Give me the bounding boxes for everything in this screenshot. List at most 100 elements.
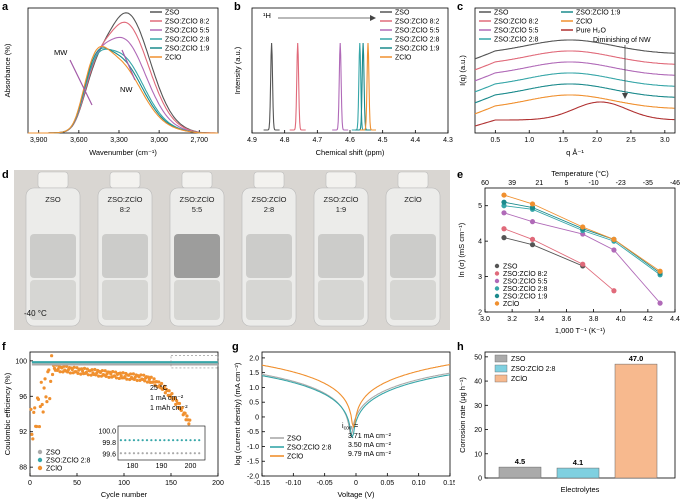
panel-label-a: a — [2, 1, 9, 13]
zclo-point — [107, 375, 111, 379]
y-axis-label: ln (σ) (mS cm⁻¹) — [457, 222, 466, 277]
zclo-point — [173, 396, 177, 400]
inset-point-b — [137, 439, 140, 442]
zclo-point — [66, 370, 70, 374]
zclo-point — [114, 376, 119, 380]
data-point-2-1 — [529, 219, 536, 225]
x-tick-label: 3,900 — [30, 137, 48, 144]
panel-f-chart: f 0 50 100 150 200 88 92 96 100 Cycle number Coulo… — [2, 341, 224, 499]
annotation-nw: NW — [120, 85, 133, 94]
inset-point-a — [172, 452, 175, 455]
y-tick-label: 92 — [19, 429, 27, 436]
annotation-mw: MW — [54, 48, 68, 57]
legend-label-3: ZSO:ZClO 2:8 — [503, 286, 547, 293]
inset-point-a — [193, 452, 196, 455]
x-tick-label: -0.05 — [317, 480, 333, 487]
vial-bottom-3 — [246, 280, 292, 320]
top-tick-label: 60 — [481, 180, 489, 187]
tafel-curve-1 — [261, 374, 451, 439]
temperature-label: -40 °C — [24, 309, 47, 318]
zclo-point — [157, 380, 161, 384]
x-tick-label: 4.2 — [643, 316, 653, 323]
inset-point-b — [150, 439, 153, 442]
plot-frame — [484, 187, 676, 313]
zclo-point — [49, 379, 53, 383]
y-tick-label: 50 — [474, 354, 482, 361]
diminish-arrow-head — [622, 93, 628, 99]
vial-label-2-1: 5:5 — [192, 205, 202, 214]
zclo-point — [47, 368, 51, 372]
condition-0: 25 °C — [150, 384, 168, 392]
legend-label-0: ZSO — [46, 450, 61, 457]
vial-cap-1 — [109, 171, 141, 189]
x-tick-label: 0.5 — [490, 137, 500, 144]
inset-y-tick: 99.8 — [102, 440, 116, 447]
zclo-point — [177, 401, 182, 406]
legend-label-0: ZSO — [395, 10, 410, 17]
zclo-point — [89, 373, 93, 377]
zclo-point — [58, 370, 62, 374]
zclo-point — [31, 437, 35, 441]
zclo-point — [128, 372, 133, 376]
inset-x-tick: 180 — [127, 463, 139, 470]
panel-c-chart: c 0.5 1.0 1.5 2.0 2.5 3.0 q Å⁻¹ I(q) (a.u.) Dimi… — [457, 1, 676, 157]
data-point-1-1 — [529, 236, 536, 242]
inset-point-a — [128, 452, 131, 455]
data-point-5-3 — [611, 236, 617, 242]
legend-label-1: ZSO:ZClO 8:2 — [494, 19, 538, 26]
zclo-point — [111, 370, 115, 374]
nmr-peak-1 — [289, 42, 306, 131]
zclo-point — [167, 389, 171, 393]
x-axis-label: Wavenumber (cm⁻¹) — [89, 148, 157, 157]
nmr-peak-4 — [355, 42, 372, 131]
zclo-point — [70, 367, 74, 372]
saxs-curve-0 — [474, 39, 675, 60]
inset-point-b — [124, 439, 127, 442]
zclo-point — [175, 399, 179, 403]
y-axis-label: Intensity (a.u.) — [233, 46, 242, 94]
legend-label-2: ZSO:ZClO 5:5 — [395, 28, 439, 35]
legend-label-3: ZSO:ZClO 2:8 — [494, 37, 538, 44]
zclo-point — [50, 372, 55, 377]
x-tick-label: 3.8 — [589, 316, 599, 323]
zclo-point — [38, 404, 42, 409]
x-tick-label: 3.4 — [534, 316, 544, 323]
zclo-point — [180, 406, 184, 410]
annotation-diminishing: Diminishing of NW — [593, 37, 651, 44]
x-tick-label: 150 — [165, 480, 177, 487]
vial-contents-5 — [390, 234, 436, 278]
y-tick-label: 40 — [474, 379, 482, 386]
x-tick-label: 3.0 — [660, 137, 670, 144]
y-tick-label: 20 — [474, 427, 482, 434]
vial-label-1-0: ZSO:ZClO — [108, 195, 143, 204]
zclo-point — [75, 366, 79, 370]
y-tick-label: 10 — [474, 451, 482, 458]
zclo-point — [50, 354, 54, 358]
panel-label-b: b — [234, 1, 241, 13]
legend-label-5: ZClO — [576, 19, 593, 26]
inset-point-b — [154, 439, 157, 442]
inset-point-b — [189, 439, 192, 442]
zclo-point — [68, 371, 73, 375]
inset-point-b — [198, 439, 201, 442]
saxs-curve-2 — [474, 61, 675, 82]
legend-swatch-5 — [494, 301, 500, 306]
x-tick-label: 3.0 — [480, 316, 490, 323]
inset-point-a — [189, 452, 192, 455]
y-axis-label: Corrosion rate (μg h⁻¹) — [458, 377, 467, 453]
vial-cap-2 — [181, 171, 213, 189]
vial-label-5-0: ZClO — [404, 195, 422, 204]
inset-y-tick: 99.6 — [102, 451, 116, 458]
top-tick-label: -23 — [616, 180, 626, 187]
plot-frame — [474, 7, 676, 134]
zclo-point — [187, 422, 191, 426]
data-point-5-2 — [580, 224, 586, 230]
legend-label-0: ZSO — [165, 10, 180, 17]
y-axis-label: Coulombic efficiency (%) — [3, 372, 12, 455]
legend-label-1: ZSO:ZClO 8:2 — [165, 19, 209, 26]
panel-label-f: f — [2, 341, 6, 353]
fit-line-1 — [503, 228, 615, 292]
y-tick-label: 5 — [478, 203, 482, 210]
vial-contents-0 — [30, 234, 76, 278]
y-tick-label: 2 — [478, 310, 482, 317]
